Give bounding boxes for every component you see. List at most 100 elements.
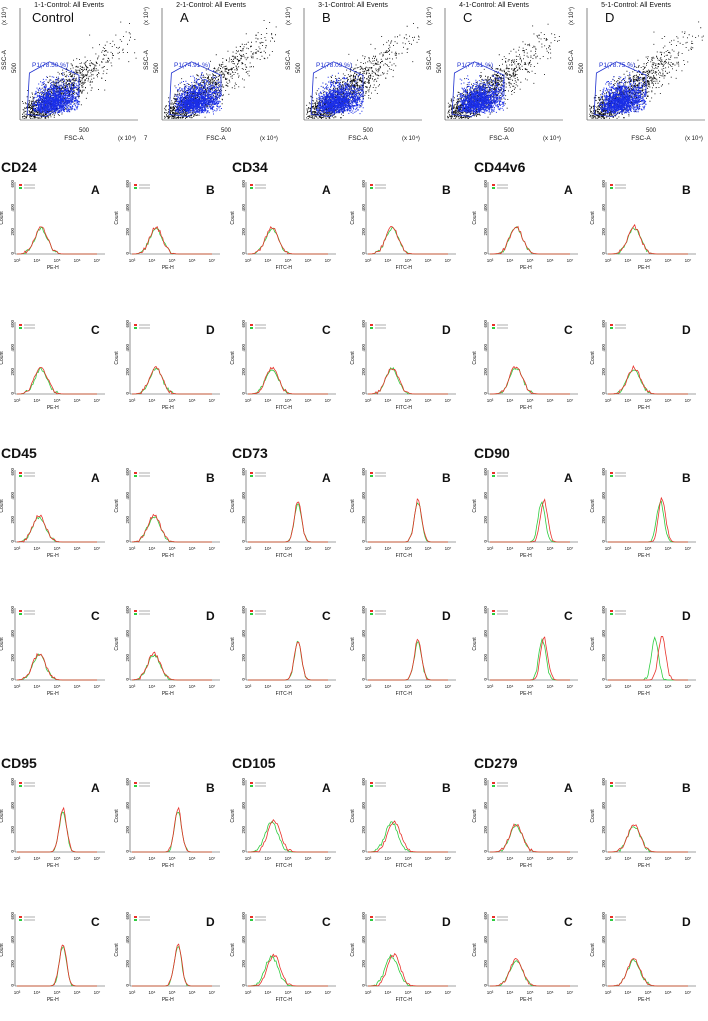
histogram-panel: 0 200 400 600 Count 10³ 10⁴ 10⁵ 10⁶ 10⁷ FITC-H C <box>230 606 336 697</box>
control-histogram <box>132 654 212 681</box>
sample-histogram <box>248 226 328 255</box>
legend-control-swatch <box>19 613 22 615</box>
event-dots <box>22 21 137 119</box>
marker-title: CD44v6 <box>474 159 526 175</box>
legend-control-swatch <box>492 613 495 615</box>
panel-letter: B <box>682 781 691 795</box>
panel-letter: B <box>442 183 451 197</box>
scatter-title: 1-1-Control: All Events <box>34 2 104 9</box>
marker-title: CD24 <box>1 159 37 175</box>
x-tick: 10⁴ <box>625 546 632 551</box>
x-axis-label: PE-H <box>520 265 532 271</box>
y-tick: 400 <box>601 344 606 352</box>
sample-histogram <box>132 365 212 395</box>
y-axis-label: Count <box>114 211 120 225</box>
y-tick: 600 <box>601 468 606 476</box>
y-axis-label: Count <box>0 943 5 957</box>
y-tick: 600 <box>241 320 246 328</box>
x-tick: 10⁵ <box>527 856 534 861</box>
y-tick: 0 <box>361 984 366 987</box>
x-tick: 10³ <box>605 856 612 861</box>
sample-histogram <box>132 943 212 987</box>
y-tick: 200 <box>361 960 366 968</box>
y-tick: 600 <box>125 606 130 614</box>
sample-histogram <box>248 953 328 987</box>
x-tick: 10⁵ <box>527 546 534 551</box>
legend-control-swatch <box>610 613 613 615</box>
x-tick: 10⁶ <box>305 990 312 995</box>
y-tick: 600 <box>483 606 488 614</box>
x-tick: 10⁵ <box>54 258 61 263</box>
x-tick: 10³ <box>14 684 21 689</box>
legend-sample-swatch <box>250 472 253 474</box>
legend-sample-swatch <box>610 184 613 186</box>
x-tick: 10⁴ <box>385 684 392 689</box>
control-histogram <box>247 820 328 853</box>
sample-histogram <box>248 501 328 543</box>
histogram-panel: 0 200 400 600 Count 10³ 10⁴ 10⁵ 10⁶ 10⁷ PE-H A <box>0 180 105 271</box>
y-tick: 0 <box>483 540 488 543</box>
legend-sample-swatch <box>19 610 22 612</box>
x-tick: 10⁵ <box>405 684 412 689</box>
y-axis-label: Count <box>350 499 356 513</box>
x-tick: 10⁵ <box>405 856 412 861</box>
x-tick: 10⁷ <box>325 258 332 263</box>
y-tick: 400 <box>241 936 246 944</box>
scatter-title: 4-1-Control: All Events <box>459 2 529 9</box>
x-tick: 10³ <box>605 990 612 995</box>
y-tick: 200 <box>601 368 606 376</box>
outer-events <box>306 23 420 119</box>
y-tick: 400 <box>241 492 246 500</box>
panel-letter: D <box>682 915 691 929</box>
x-tick: 10⁶ <box>547 990 554 995</box>
y-tick: 600 <box>241 912 246 920</box>
y-tick: 0 <box>361 850 366 853</box>
x-tick: 500 <box>363 128 374 134</box>
x-tick: 10³ <box>245 398 252 403</box>
y-tick: 200 <box>483 654 488 662</box>
y-tick: 600 <box>601 912 606 920</box>
panel-letter: B <box>206 471 215 485</box>
histogram-panel: 0 200 400 600 Count 10³ 10⁴ 10⁵ 10⁶ 10⁷ PE-H A <box>0 778 105 869</box>
x-axis-label: PE-H <box>47 265 59 271</box>
x-tick: 10⁶ <box>547 856 554 861</box>
control-histogram <box>132 515 212 543</box>
x-axis-label: PE-H <box>162 691 174 697</box>
x-scale-label: (x 10⁴) <box>543 135 561 142</box>
y-tick: 600 <box>125 468 130 476</box>
y-axis-label: Count <box>114 637 120 651</box>
x-tick: 10³ <box>605 398 612 403</box>
histogram-panel: 0 200 400 600 Count 10³ 10⁴ 10⁵ 10⁶ 10⁷ FITC-H B <box>350 180 456 271</box>
panel-letter: B <box>206 183 215 197</box>
x-tick: 10³ <box>245 546 252 551</box>
x-tick: 10⁵ <box>527 398 534 403</box>
legend-control-swatch <box>370 327 373 329</box>
legend-sample-swatch <box>492 184 495 186</box>
x-tick: 10⁷ <box>685 856 692 861</box>
x-tick: 10⁷ <box>325 990 332 995</box>
y-tick: 0 <box>125 850 130 853</box>
histogram-panel: 0 200 400 600 Count 10³ 10⁴ 10⁵ 10⁶ 10⁷ FITC-H D <box>350 320 456 411</box>
scatter-title: 3-1-Control: All Events <box>318 2 388 9</box>
y-tick: 200 <box>241 368 246 376</box>
legend-control-swatch <box>134 475 137 477</box>
sample-histogram <box>17 226 97 255</box>
y-tick: 200 <box>483 516 488 524</box>
y-axis-label: Count <box>472 211 478 225</box>
y-tick: 600 <box>10 180 15 188</box>
x-tick: 10⁴ <box>265 258 272 263</box>
x-tick: 10³ <box>365 856 372 861</box>
y-tick: 0 <box>125 252 130 255</box>
panel-letter: A <box>91 471 100 485</box>
legend-control-swatch <box>610 785 613 787</box>
x-axis-label: PE-H <box>520 405 532 411</box>
marker-group-cd73: CD73 0 200 400 600 Count 10³ 10⁴ 10⁵ 10⁶ 10⁷ FITC-H… <box>230 445 456 697</box>
marker-title: CD34 <box>232 159 268 175</box>
y-tick: 0 <box>483 392 488 395</box>
legend-sample-swatch <box>250 916 253 918</box>
y-tick: 400 <box>10 936 15 944</box>
y-axis-label: Count <box>0 809 5 823</box>
x-tick: 10⁷ <box>685 546 692 551</box>
y-tick: 200 <box>601 516 606 524</box>
legend-sample-swatch <box>370 472 373 474</box>
